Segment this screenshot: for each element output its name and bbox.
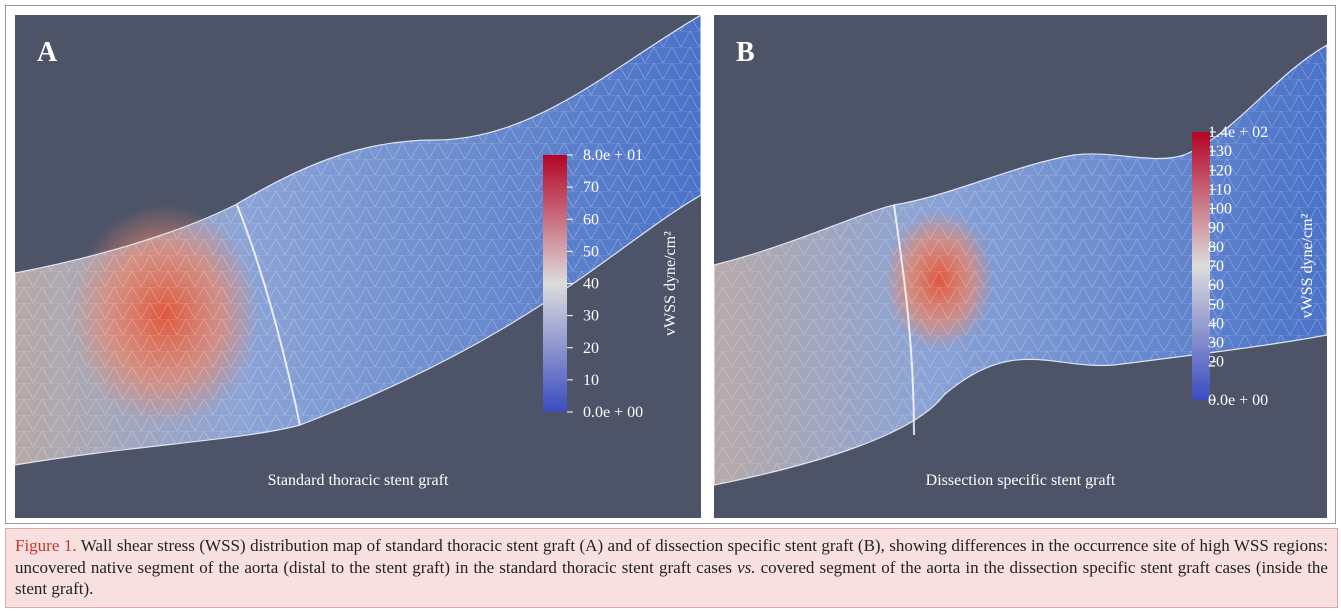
tick-label: 130 (1208, 143, 1232, 160)
tick-label: 50 (583, 243, 599, 260)
colorbar-title: vWSS dyne/cm² (1299, 213, 1316, 318)
stent-edge (236, 204, 301, 426)
tick-label: 120 (1208, 162, 1232, 179)
tick-label: 30 (1208, 335, 1224, 352)
tick-label: 70 (583, 179, 599, 196)
tick-label: 8.0e + 01 (583, 147, 643, 164)
tick-label: 20 (583, 340, 599, 357)
tick-label: 90 (1208, 220, 1224, 237)
panel-label: A (37, 37, 58, 68)
tick-label: 40 (583, 276, 599, 293)
colorbar-title: vWSS dyne/cm² (662, 231, 679, 336)
tick-label: 60 (583, 211, 599, 228)
tick-label: 60 (1208, 277, 1224, 294)
caption-text: Wall shear stress (WSS) distribution map… (15, 536, 1328, 577)
panel: B Dissection specific stent graft 1.4e + 0… (714, 15, 1327, 518)
panel-label: B (736, 37, 755, 68)
colorbar (1192, 132, 1210, 400)
tick-label: 1.4e + 02 (1208, 124, 1268, 141)
figure-caption: Figure 1. Wall shear stress (WSS) distri… (5, 528, 1338, 608)
caption-text: covered segment of the aorta in the diss… (15, 557, 1328, 599)
panel-caption: Standard thoracic stent graft (268, 472, 449, 489)
figure-frame (5, 5, 1336, 524)
panel-caption: Dissection specific stent graft (926, 472, 1116, 489)
caption-label: Figure 1. (15, 536, 77, 555)
tick-label: 20 (1208, 354, 1224, 371)
tick-label: 30 (583, 308, 599, 325)
tick-label: 0.0e + 00 (1208, 392, 1268, 409)
panel: A Standard thoracic stent graft 8.0e + 01 7… (15, 15, 701, 518)
caption-italic: vs. (737, 557, 756, 577)
tick-label: 110 (1208, 181, 1231, 198)
tick-label: 50 (1208, 296, 1224, 313)
tick-label: 70 (1208, 258, 1224, 275)
vessel-mesh (15, 15, 701, 466)
tick-label: 40 (1208, 315, 1224, 332)
tick-label: 0.0e + 00 (583, 404, 643, 421)
stent-edge (893, 204, 915, 436)
tick-label: 100 (1208, 201, 1232, 218)
colorbar (543, 155, 567, 412)
vessel-mesh (714, 44, 1327, 486)
tick-label: 80 (1208, 239, 1224, 256)
tick-label: 10 (583, 372, 599, 389)
